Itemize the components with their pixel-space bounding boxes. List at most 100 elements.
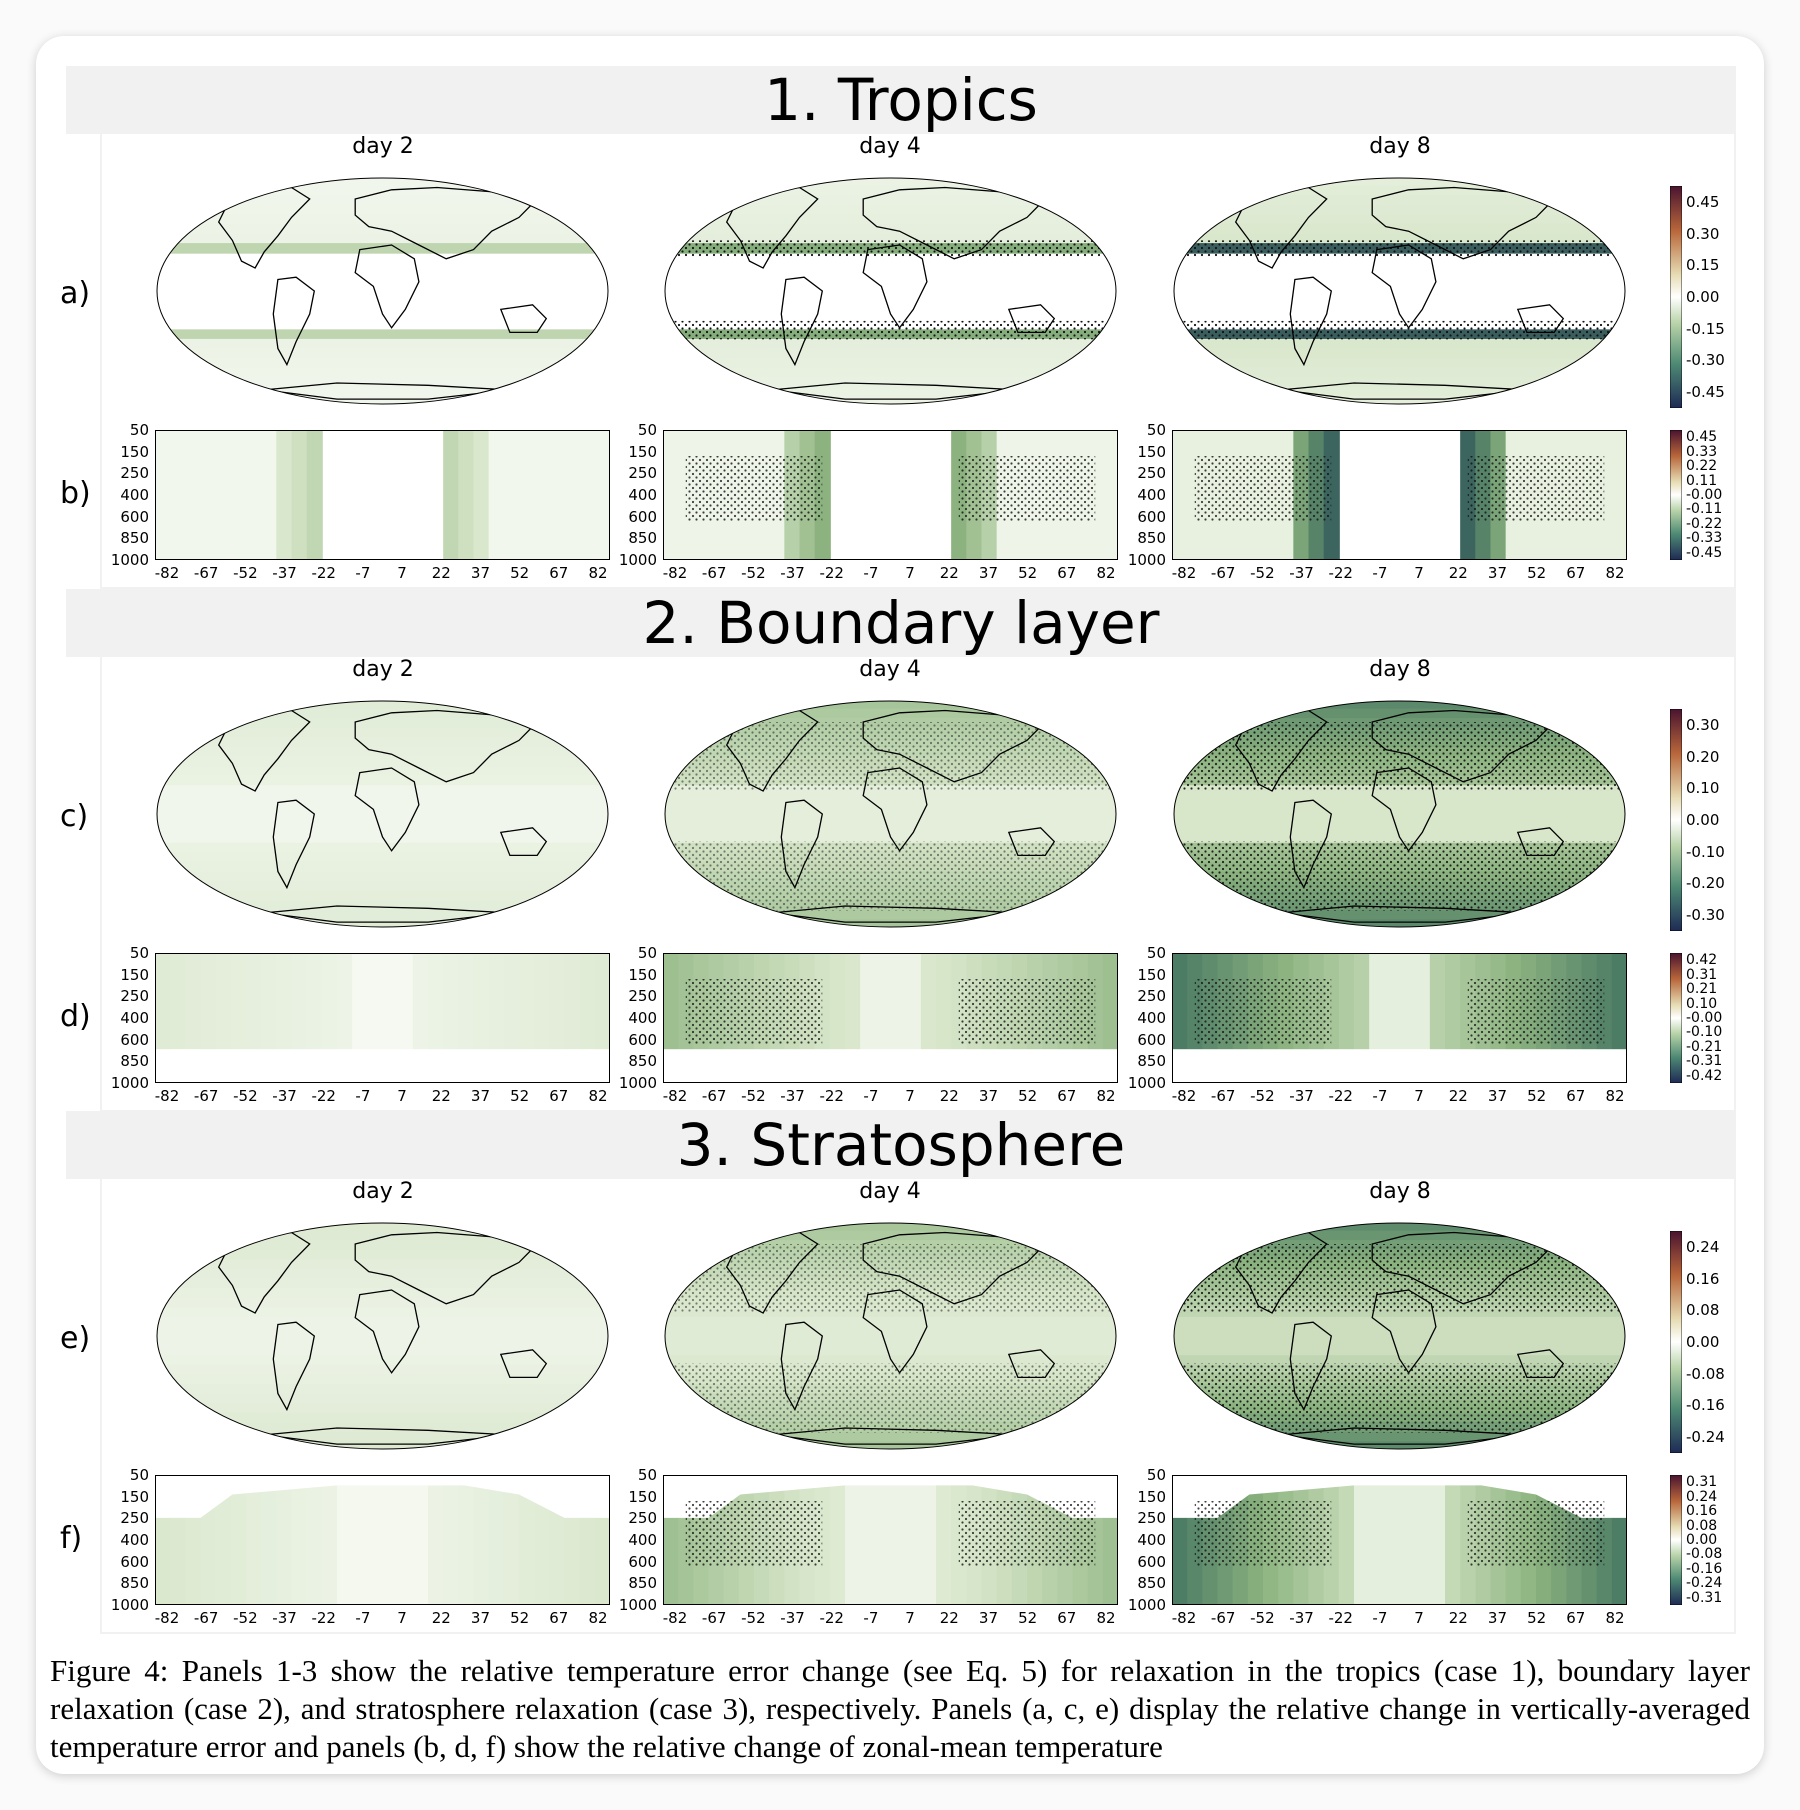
zonal-ytick: 250	[628, 464, 657, 483]
zonal-xtick: 82	[588, 1087, 608, 1105]
zonal-xtick: -7	[863, 1087, 879, 1105]
zonal-ytick: 600	[120, 1552, 149, 1571]
zonal-xtick: -7	[863, 564, 879, 582]
colorbar-tick: -0.30	[1686, 351, 1725, 370]
zonal-xtick: 22	[939, 1609, 959, 1627]
zonal-xtick: 22	[1448, 1087, 1468, 1105]
zonal-xtick: -7	[1372, 564, 1388, 582]
zonal-xtick: -82	[662, 1087, 688, 1105]
zonal-ytick: 50	[1146, 944, 1166, 962]
zonal-ytick: 50	[129, 421, 149, 439]
zonal-xtick: -67	[701, 1087, 727, 1105]
day-label: day 8	[1369, 1179, 1431, 1204]
zonal-xtick: -37	[780, 1087, 805, 1105]
colorbar-tick: 0.45	[1686, 429, 1718, 446]
zonal-xtick: 22	[939, 1087, 959, 1105]
colorbar-tick: 0.08	[1686, 1301, 1720, 1320]
zonal-xtick: 37	[470, 1609, 490, 1627]
zonal-xtick: 82	[1096, 564, 1116, 582]
colorbar-tick: 0.24	[1686, 1488, 1718, 1505]
day-label: day 2	[352, 657, 414, 682]
zonal-xtick: -37	[272, 564, 297, 582]
zonal-ytick: 150	[120, 1487, 149, 1506]
colorbar-tick: -0.30	[1686, 906, 1725, 925]
zonal-xtick: -22	[311, 1087, 336, 1105]
section-title: 3. Stratosphere	[676, 1111, 1126, 1179]
colorbar-tick: 0.00	[1686, 1532, 1718, 1548]
zonal-xtick: -52	[233, 1609, 258, 1627]
zonal-panel-b-1	[155, 430, 610, 560]
zonal-xtick: 82	[1096, 1609, 1116, 1627]
zonal-xtick: 7	[397, 1609, 407, 1627]
zonal-xtick: -7	[1372, 1609, 1388, 1627]
zonal-xtick: -82	[1171, 1087, 1197, 1105]
colorbar-tick: 0.30	[1686, 224, 1720, 243]
zonal-xtick: -22	[1328, 1087, 1353, 1105]
zonal-ytick: 600	[628, 507, 657, 526]
zonal-xtick: 82	[1605, 1087, 1625, 1105]
zonal-ytick: 850	[628, 1052, 657, 1071]
colorbar-tick: 0.10	[1686, 995, 1718, 1012]
zonal-xtick: -7	[355, 564, 371, 582]
zonal-ytick: 600	[120, 507, 149, 526]
map-colorbar-3	[1670, 1231, 1682, 1453]
colorbar-tick: -0.10	[1686, 1024, 1723, 1041]
zonal-xtick: 7	[1414, 1087, 1424, 1105]
section-header-2: 2. Boundary layer	[66, 589, 1736, 657]
zonal-xtick: -52	[1250, 1087, 1275, 1105]
row-label: b)	[60, 476, 91, 511]
zonal-ytick: 600	[628, 1030, 657, 1049]
zonal-xtick: 22	[431, 1087, 451, 1105]
zonal-xtick: 37	[978, 1609, 998, 1627]
zonal-xtick: -82	[1171, 1609, 1197, 1627]
zonal-ytick: 250	[120, 1509, 149, 1528]
zonal-xtick: 82	[1096, 1087, 1116, 1105]
zonal-xtick: -22	[819, 1087, 844, 1105]
zonal-xtick: 22	[431, 1609, 451, 1627]
zonal-xtick: -82	[154, 1609, 180, 1627]
day-label: day 4	[859, 1179, 921, 1204]
zonal-xtick: 37	[1487, 564, 1507, 582]
zonal-xtick: -82	[662, 1609, 688, 1627]
zonal-xtick: -37	[272, 1609, 297, 1627]
colorbar-tick: -0.31	[1686, 1589, 1723, 1606]
map-panel-a-3	[1173, 177, 1626, 405]
zonal-xtick: -7	[863, 1609, 879, 1627]
colorbar-tick: -0.22	[1686, 515, 1723, 532]
colorbar-tick: -0.08	[1686, 1546, 1723, 1563]
zonal-ytick: 50	[1146, 421, 1166, 439]
zonal-xtick: 37	[1487, 1087, 1507, 1105]
zonal-xtick: -22	[819, 1609, 844, 1627]
zonal-xtick: 7	[905, 564, 915, 582]
zonal-xtick: 7	[1414, 564, 1424, 582]
zonal-xtick: 37	[978, 564, 998, 582]
zonal-xtick: 37	[470, 1087, 490, 1105]
zonal-xtick: -52	[741, 564, 766, 582]
zonal-xtick: -37	[780, 564, 805, 582]
zonal-xtick: 7	[905, 1609, 915, 1627]
colorbar-tick: 0.15	[1686, 256, 1720, 275]
zonal-ytick: 850	[628, 529, 657, 548]
zonal-xtick: -52	[233, 564, 258, 582]
zonal-xtick: 7	[1414, 1609, 1424, 1627]
day-label: day 2	[352, 134, 414, 159]
colorbar-tick: 0.33	[1686, 443, 1718, 460]
colorbar-tick: -0.31	[1686, 1053, 1723, 1070]
map-panel-c-1	[156, 700, 609, 928]
day-label: day 4	[859, 657, 921, 682]
zonal-xtick: -37	[780, 1609, 805, 1627]
zonal-xtick: -37	[272, 1087, 297, 1105]
colorbar-tick: -0.45	[1686, 383, 1725, 402]
map-panel-c-2	[664, 700, 1117, 928]
zonal-colorbar-3	[1670, 1475, 1682, 1605]
colorbar-tick: 0.10	[1686, 779, 1720, 798]
zonal-ytick: 1000	[1127, 1596, 1166, 1614]
colorbar-tick: -0.45	[1686, 544, 1723, 561]
zonal-ytick: 850	[1137, 1574, 1166, 1593]
row-label: e)	[60, 1321, 91, 1356]
zonal-xtick: -22	[1328, 1609, 1353, 1627]
zonal-ytick: 400	[1137, 1009, 1166, 1027]
zonal-xtick: 22	[939, 564, 959, 582]
colorbar-tick: -0.10	[1686, 842, 1725, 861]
zonal-ytick: 850	[120, 1052, 149, 1071]
